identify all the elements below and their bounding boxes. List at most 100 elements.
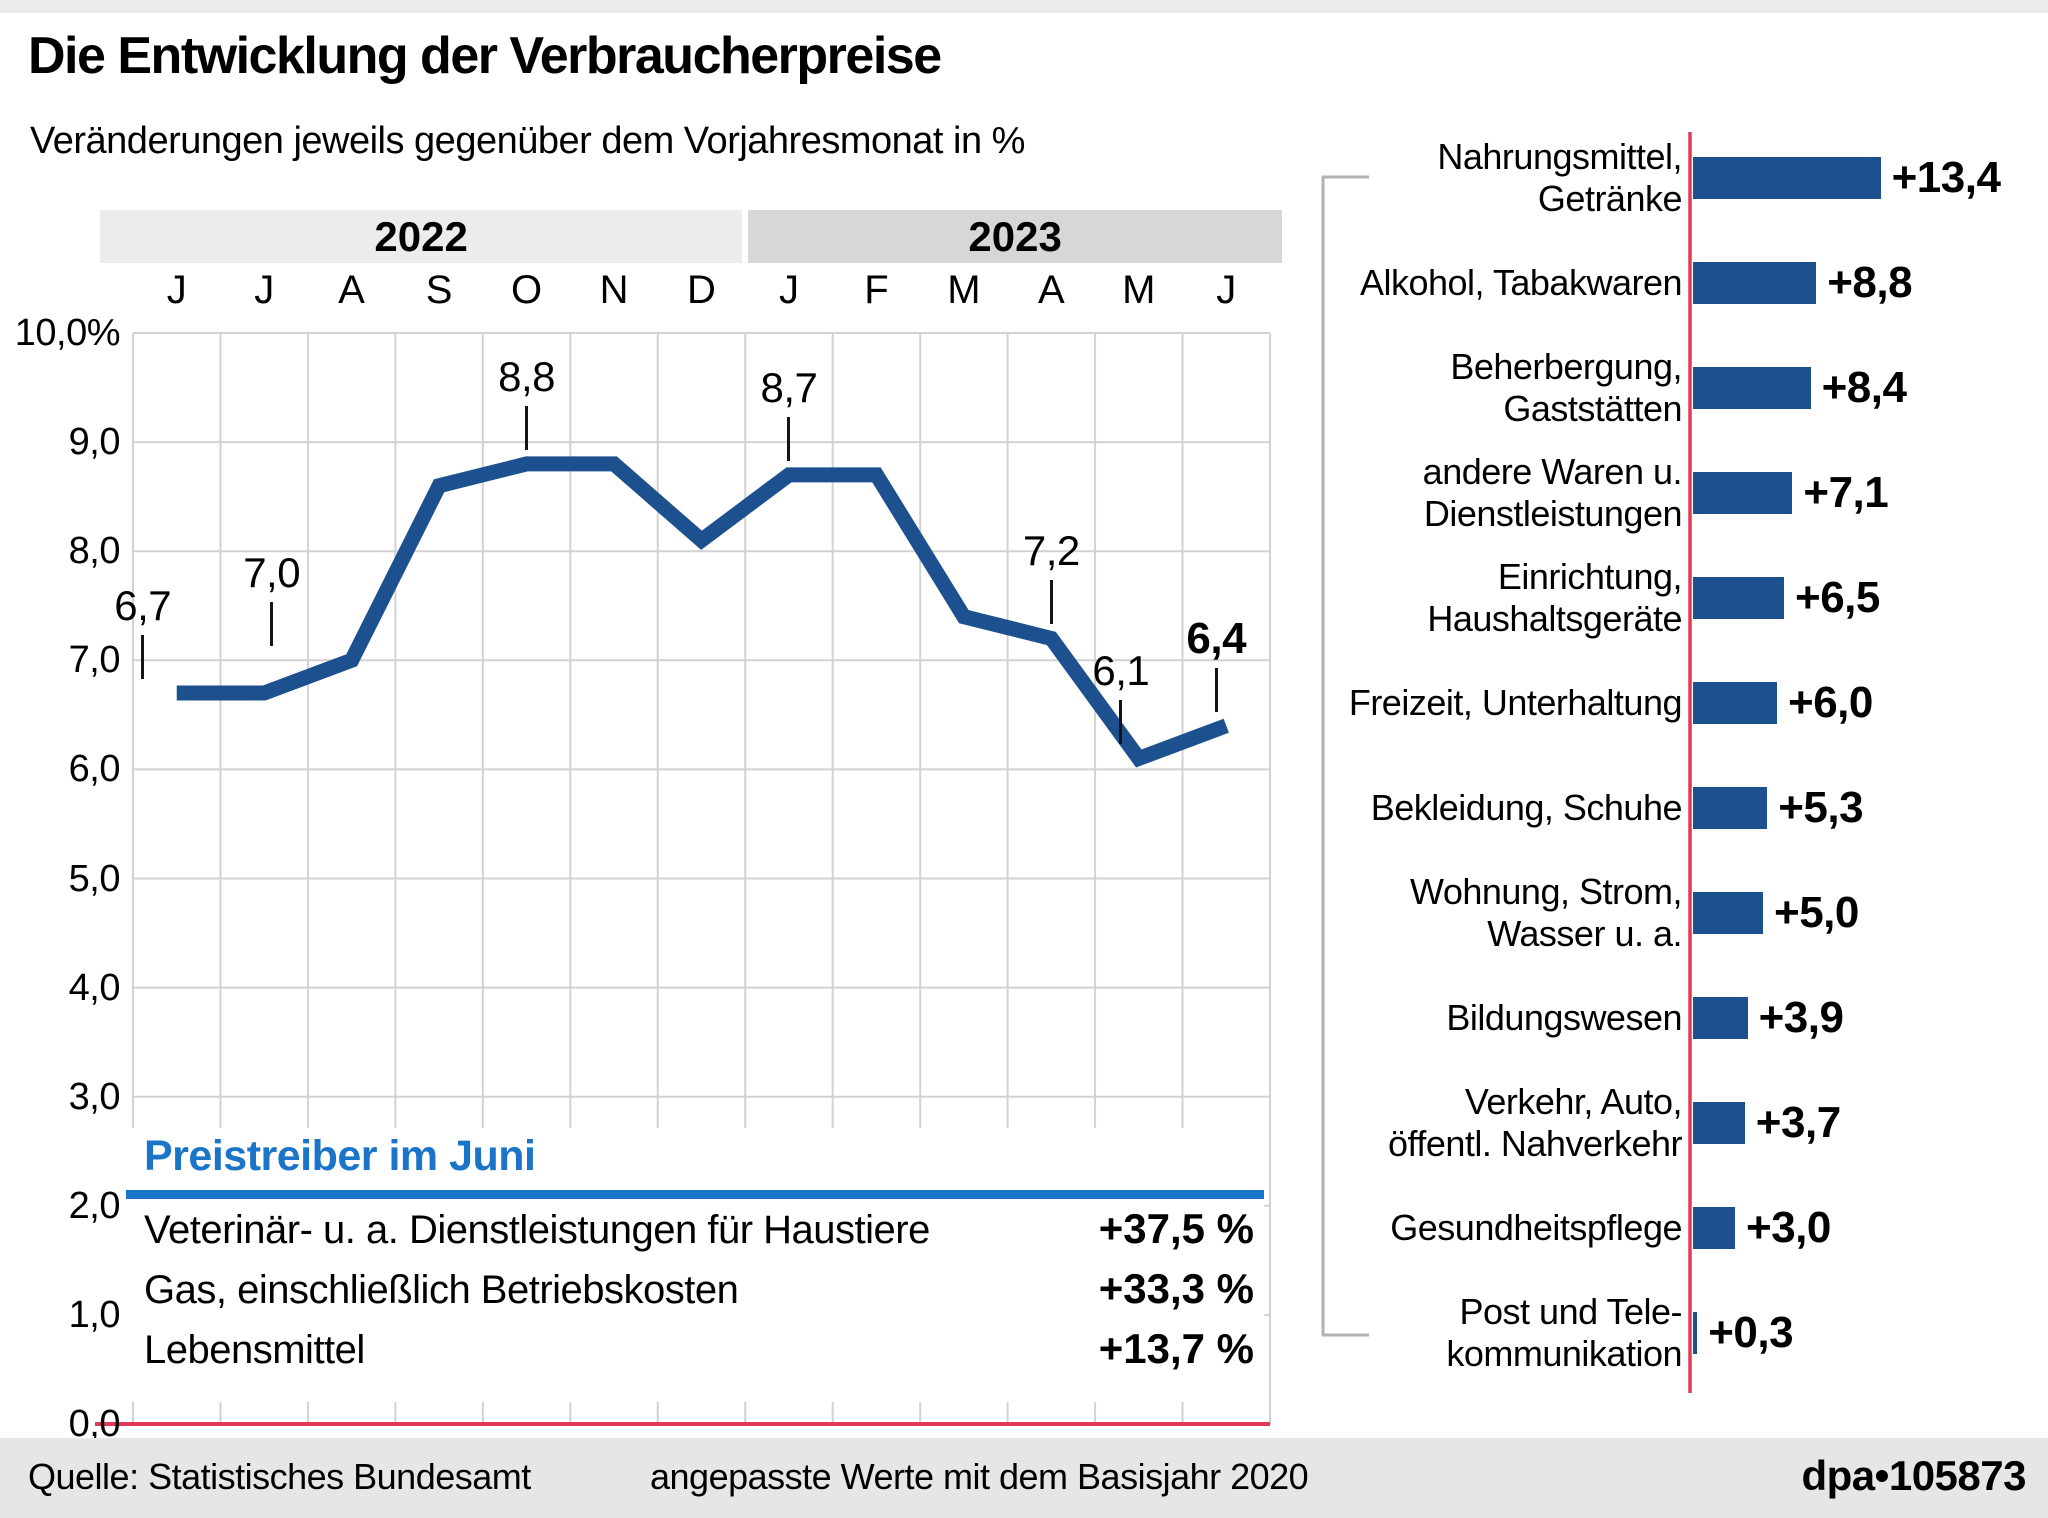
y-axis-tick-label: 6,0: [68, 748, 121, 791]
bar-category-label-line: Bildungswesen: [1446, 997, 1682, 1038]
category-bracket: [1321, 175, 1369, 1337]
price-driver-label: Veterinär- u. a. Dienstleistungen für Ha…: [144, 1208, 930, 1252]
y-axis-tick-label: 7,0: [68, 639, 121, 682]
page-title: Die Entwicklung der Verbraucherpreise: [28, 27, 942, 85]
month-label: D: [687, 268, 716, 312]
bar-category-label: Post und Tele-kommunikation: [1282, 1291, 1682, 1375]
bar: [1693, 997, 1748, 1039]
bar-category-label: andere Waren u. Dienstleistungen: [1282, 451, 1683, 535]
month-label: S: [425, 268, 453, 312]
price-driver-value: +37,5 %: [1098, 1205, 1254, 1252]
bar-category-label-line: Gaststätten: [1503, 388, 1682, 429]
price-driver-row: Gas, einschließlich Betriebskosten +33,3…: [126, 1259, 1264, 1319]
y-axis-tick-label: 1,0: [68, 1293, 121, 1336]
bar-category-label: Freizeit, Unterhaltung: [1282, 682, 1683, 724]
month-label: J: [166, 268, 187, 312]
bar-category-label: Bekleidung, Schuhe: [1282, 787, 1683, 829]
bar-category-label-line: Wohnung, Strom,: [1410, 871, 1682, 912]
page-subtitle: Veränderungen jeweils gegenüber dem Vorj…: [30, 120, 1025, 162]
bar-value-label: +3,9: [1758, 993, 1844, 1042]
bar-category-label: Gesundheitspflege: [1282, 1207, 1682, 1249]
bar: [1693, 367, 1811, 409]
bar-category-label: Alkohol, Tabakwaren: [1282, 262, 1683, 304]
month-label: N: [599, 268, 629, 312]
dpa-credit: dpa•105873: [1801, 1452, 2026, 1499]
data-point-label: 7,0: [243, 549, 301, 597]
bar-value-label: +6,0: [1788, 678, 1873, 727]
bar-category-label: Verkehr, Auto, öffentl. Nahverkehr: [1282, 1081, 1683, 1165]
footer-source: Quelle: Statistisches Bundesamt: [28, 1456, 531, 1497]
bar-category-label-line: Wasser u. a.: [1487, 913, 1682, 954]
line-chart: 2022 2023 J J A S O N D J F M A M J 10,0% 9,0 8,0 7,0 6,0 5,…: [14, 210, 1282, 1445]
data-point-label: 6,1: [1092, 647, 1150, 695]
bar-value-label: +8,8: [1827, 258, 1913, 307]
bar-category-label-line: Haushaltsgeräte: [1427, 598, 1682, 639]
data-point-label: 7,2: [1022, 527, 1080, 575]
data-point-pointer-line: [270, 602, 274, 647]
bar: [1693, 157, 1881, 199]
bar-category-label-line: Nahrungsmittel,: [1437, 136, 1682, 177]
bar-category-label-line: Getränke: [1537, 178, 1683, 219]
bar-category-label-line: Einrichtung,: [1497, 556, 1683, 597]
price-driver-row: Veterinär- u. a. Dienstleistungen für Ha…: [126, 1199, 1264, 1259]
price-drivers-rule: [126, 1190, 1264, 1199]
month-label: F: [864, 268, 889, 312]
bar: [1693, 1207, 1735, 1249]
bar-category-label-line: öffentl. Nahverkehr: [1387, 1123, 1683, 1164]
y-axis-tick-label: 10,0%: [14, 312, 121, 354]
bar-category-label: Nahrungsmittel, Getränke: [1282, 136, 1682, 220]
month-label: M: [1122, 268, 1156, 312]
footer-bar: [0, 1438, 2048, 1518]
data-point-pointer-line: [141, 635, 145, 680]
bar-value-label: +3,7: [1755, 1098, 1841, 1147]
bar: [1693, 892, 1763, 934]
month-label: O: [511, 268, 543, 312]
footer-note: angepasste Werte mit dem Basisjahr 2020: [650, 1456, 1309, 1497]
y-axis-tick-label: 2,0: [68, 1184, 121, 1227]
data-point-pointer-line: [525, 405, 529, 450]
data-point-label: 6,4: [1186, 613, 1247, 663]
y-axis-tick-label: 5,0: [68, 857, 121, 900]
month-label: M: [947, 268, 981, 312]
data-point-pointer-line: [1214, 667, 1218, 712]
price-driver-value: +13,7 %: [1098, 1325, 1254, 1372]
bar-value-label: +5,3: [1778, 783, 1864, 832]
bar-category-label-line: Beherbergung,: [1450, 346, 1682, 387]
bar-category-label: Beherbergung, Gaststätten: [1282, 346, 1682, 430]
bar-value-label: +3,0: [1746, 1203, 1831, 1252]
bar: [1693, 787, 1768, 829]
year-band-2023: 2023: [748, 210, 1282, 263]
data-point-pointer-line: [1119, 700, 1123, 745]
bar-category-label-line: Verkehr, Auto,: [1464, 1081, 1683, 1122]
bar: [1693, 577, 1784, 619]
data-point-label: 8,7: [760, 363, 818, 411]
data-point-pointer-line: [787, 416, 791, 461]
bar-category-label-line: Dienstleistungen: [1423, 493, 1683, 534]
bar-category-label-line: Alkohol, Tabakwaren: [1359, 262, 1683, 303]
y-axis-tick-label: 9,0: [68, 421, 121, 464]
bar: [1693, 1312, 1698, 1354]
bar-category-label-line: kommunikation: [1446, 1333, 1682, 1374]
month-label: A: [1038, 268, 1065, 312]
data-point-label: 8,8: [498, 352, 556, 400]
bar: [1693, 472, 1793, 514]
bar-category-label-line: Post und Tele-: [1459, 1291, 1683, 1332]
bar-category-label-line: Gesundheitspflege: [1390, 1207, 1682, 1248]
bar-value-label: +8,4: [1821, 363, 1907, 412]
bar: [1693, 682, 1777, 724]
price-driver-row: Lebensmittel +13,7 %: [126, 1319, 1264, 1379]
bar-value-label: +6,5: [1795, 573, 1880, 622]
y-axis-tick-label: 4,0: [68, 966, 121, 1009]
bar: [1693, 1102, 1745, 1144]
price-driver-label: Gas, einschließlich Betriebskosten: [144, 1268, 739, 1312]
inflation-line: [176, 456, 1229, 768]
month-label: J: [254, 268, 275, 312]
bar-category-label-line: Bekleidung, Schuhe: [1370, 787, 1683, 828]
bar-value-label: +0,3: [1708, 1308, 1794, 1357]
top-edge-strip: [0, 0, 2048, 13]
month-label: A: [338, 268, 365, 312]
price-driver-label: Lebensmittel: [144, 1328, 365, 1372]
y-axis-tick-label: 8,0: [68, 530, 121, 573]
bar-value-label: +7,1: [1803, 468, 1889, 517]
